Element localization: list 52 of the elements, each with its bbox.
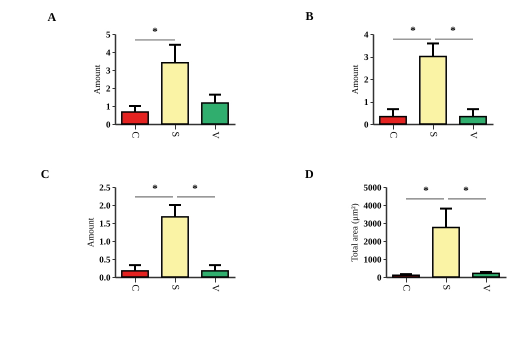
x-tick-label: C [388, 132, 398, 138]
y-tick-label: 0 [364, 120, 369, 130]
x-tick-label: S [170, 284, 180, 290]
y-tick-label: 5000 [364, 182, 382, 192]
x-tick-label: S [440, 284, 452, 290]
y-tick-label: 4 [106, 48, 111, 58]
bar [121, 111, 149, 125]
annotation: * [423, 184, 430, 197]
chart-title: B [306, 9, 314, 24]
y-tick-label: 4000 [364, 200, 382, 210]
annotation: * [152, 26, 158, 38]
y-tick-label: 1 [364, 97, 369, 107]
y-tick-label: 2 [106, 84, 111, 94]
x-tick-label: V [210, 132, 220, 140]
y-tick-label: 1 [106, 102, 111, 112]
y-tick-label: 1000 [364, 254, 382, 264]
annotation: * [152, 182, 158, 195]
y-tick-label: 0 [377, 272, 382, 282]
x-tick-label: C [130, 132, 140, 138]
x-tick-label: C [400, 284, 412, 292]
annotation: * [410, 25, 416, 38]
chart-title: A [48, 10, 56, 24]
x-tick-label: C [130, 284, 140, 292]
y-axis-title: Amount [92, 64, 102, 94]
y-tick-label: 0.0 [99, 272, 111, 282]
y-tick-label: 3000 [364, 218, 382, 228]
y-tick-label: 1.0 [99, 236, 111, 246]
x-tick-label: V [480, 284, 492, 292]
x-tick-label: V [468, 132, 478, 140]
x-tick-label: S [170, 132, 180, 138]
y-tick-label: 3 [106, 66, 111, 76]
x-tick-label: V [210, 284, 220, 292]
chart-title: D [305, 167, 314, 181]
y-axis-title: Amount [85, 217, 96, 248]
y-tick-label: 0 [106, 120, 111, 130]
y-axis-title: Total area (μm²) [350, 203, 360, 262]
y-tick-label: 1.5 [99, 218, 111, 228]
chart-title: C [40, 166, 50, 181]
x-tick-label: S [428, 132, 438, 138]
y-tick-label: 2000 [364, 236, 382, 246]
y-tick-label: 2.0 [99, 200, 111, 210]
y-axis-title: Amount [350, 64, 360, 94]
y-tick-label: 5 [106, 30, 111, 40]
annotation: * [192, 182, 198, 195]
y-tick-label: 2.5 [99, 182, 111, 192]
annotation: * [450, 25, 456, 38]
bar [472, 272, 500, 278]
y-tick-label: 4 [364, 30, 369, 40]
y-tick-label: 2 [364, 74, 369, 84]
annotation: * [463, 184, 470, 197]
y-tick-label: 3 [364, 52, 369, 62]
y-tick-label: 0.5 [99, 254, 111, 264]
